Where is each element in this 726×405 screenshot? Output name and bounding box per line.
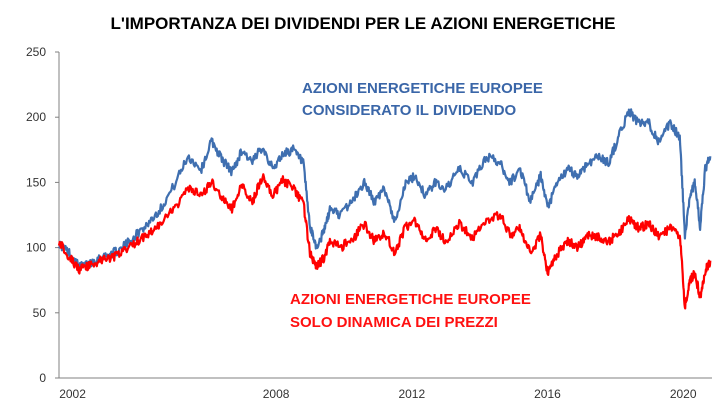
plot-area (57, 108, 712, 310)
x-tick-label: 2008 (263, 387, 290, 401)
y-tick-label: 50 (33, 306, 47, 320)
y-tick-label: 150 (26, 175, 46, 189)
annotation-red-line2: SOLO DINAMICA DEI PREZZI (290, 314, 498, 331)
x-tick-label: 2002 (59, 387, 86, 401)
y-tick-label: 0 (39, 371, 46, 385)
annotation-red-line1: AZIONI ENERGETICHE EUROPEE (290, 291, 531, 308)
y-tick-label: 100 (26, 241, 46, 255)
series-line-1 (57, 108, 712, 273)
x-tick-label: 2020 (670, 387, 697, 401)
y-axis: 0 50 100 150 200 250 (26, 45, 59, 385)
series-line-2 (57, 173, 712, 310)
y-tick-label: 250 (26, 45, 46, 59)
annotation-blue-line2: CONSIDERATO IL DIVIDENDO (302, 102, 517, 119)
annotation-blue-line1: AZIONI ENERGETICHE EUROPEE (302, 80, 543, 97)
y-tick-label: 200 (26, 110, 46, 124)
x-axis: 2002 2008 2012 2016 2020 (59, 387, 697, 401)
x-tick-label: 2012 (398, 387, 425, 401)
chart-title: L'IMPORTANZA DEI DIVIDENDI PER LE AZIONI… (111, 14, 616, 33)
x-tick-label: 2016 (534, 387, 561, 401)
